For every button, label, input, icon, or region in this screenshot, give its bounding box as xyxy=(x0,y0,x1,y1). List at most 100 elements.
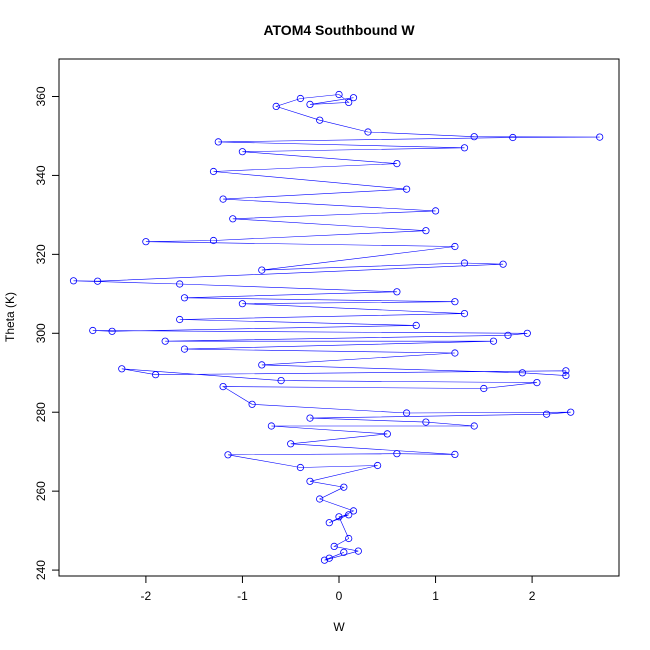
data-point xyxy=(383,430,391,438)
data-point xyxy=(258,361,266,369)
data-point xyxy=(349,94,358,102)
data-point xyxy=(161,337,169,345)
data-point xyxy=(523,329,531,337)
data-point xyxy=(596,133,604,141)
data-point xyxy=(316,495,324,503)
x-tick-label: 1 xyxy=(432,589,439,603)
y-tick-label: 320 xyxy=(34,244,48,264)
series-trace xyxy=(73,94,600,561)
data-point xyxy=(325,519,333,527)
data-point xyxy=(209,236,218,245)
data-point xyxy=(219,382,227,391)
data-point xyxy=(272,102,280,111)
y-tick-label: 340 xyxy=(34,165,48,185)
data-point xyxy=(306,414,314,422)
y-tick-label: 260 xyxy=(34,481,48,501)
data-point xyxy=(451,450,459,458)
data-point xyxy=(451,298,459,306)
data-point xyxy=(306,100,314,109)
data-points xyxy=(69,90,604,564)
data-point xyxy=(306,477,314,485)
data-point xyxy=(94,277,102,285)
data-point xyxy=(142,238,150,246)
data-point xyxy=(320,556,329,564)
data-point xyxy=(224,451,232,459)
data-point xyxy=(229,215,237,223)
y-axis-label: Theta (K) xyxy=(3,292,17,342)
y-tick-label: 240 xyxy=(34,560,48,580)
data-point xyxy=(364,128,372,136)
data-point xyxy=(238,300,246,308)
data-point xyxy=(219,195,227,203)
data-point xyxy=(460,259,469,267)
data-point xyxy=(562,371,570,380)
x-tick-label: -1 xyxy=(237,589,248,603)
data-point xyxy=(108,327,116,335)
data-point xyxy=(393,450,401,458)
y-tick-label: 300 xyxy=(34,323,48,343)
data-point xyxy=(335,513,343,521)
data-point xyxy=(354,547,362,555)
data-point xyxy=(470,422,478,430)
data-point xyxy=(422,227,430,235)
data-point xyxy=(152,371,160,379)
data-point xyxy=(567,408,575,416)
data-point xyxy=(533,378,541,387)
data-point xyxy=(460,144,469,152)
data-point xyxy=(431,207,440,215)
data-point xyxy=(489,337,498,345)
data-traces xyxy=(73,94,600,561)
data-point xyxy=(542,410,551,418)
data-point xyxy=(451,349,459,357)
data-point xyxy=(277,376,285,385)
x-tick-label: -2 xyxy=(141,589,152,603)
data-point xyxy=(509,133,517,142)
data-point xyxy=(258,266,266,274)
data-point xyxy=(118,365,126,373)
data-point xyxy=(267,422,275,430)
data-point xyxy=(248,400,256,408)
data-point xyxy=(296,94,304,103)
data-point xyxy=(373,461,382,470)
x-tick-label: 0 xyxy=(336,589,343,603)
data-point xyxy=(176,280,184,288)
data-point xyxy=(499,260,507,268)
chart-title: ATOM4 Southbound W xyxy=(263,22,415,38)
y-tick-label: 280 xyxy=(34,402,48,422)
data-point xyxy=(89,326,97,335)
data-point xyxy=(316,116,324,124)
data-point xyxy=(460,309,469,318)
data-point xyxy=(209,167,218,176)
data-point xyxy=(335,90,343,99)
data-point xyxy=(330,542,338,551)
data-point xyxy=(451,242,459,251)
data-point xyxy=(470,133,478,141)
y-tick-label: 360 xyxy=(34,86,48,106)
data-point xyxy=(180,345,189,353)
data-point xyxy=(562,367,570,375)
data-point xyxy=(345,511,353,519)
data-point xyxy=(345,534,353,543)
data-point xyxy=(422,418,430,426)
y-axis: 240 260 280 300 320 340 360 xyxy=(34,86,60,580)
data-point xyxy=(69,277,78,285)
data-point xyxy=(402,185,411,193)
data-point xyxy=(518,369,527,377)
data-point xyxy=(214,138,222,146)
x-tick-label: 2 xyxy=(529,589,536,603)
data-point xyxy=(349,507,358,515)
data-point xyxy=(340,483,348,491)
data-point xyxy=(345,98,353,107)
data-point xyxy=(287,440,295,448)
data-point xyxy=(402,409,411,417)
data-point xyxy=(412,321,420,329)
data-point xyxy=(325,554,333,562)
x-axis-label: W xyxy=(333,620,345,634)
data-point xyxy=(393,160,401,168)
data-point xyxy=(480,384,488,393)
data-point xyxy=(340,548,348,556)
data-point xyxy=(393,288,401,296)
plot-frame xyxy=(58,58,620,577)
x-axis: -2 -1 0 1 2 xyxy=(141,575,536,603)
